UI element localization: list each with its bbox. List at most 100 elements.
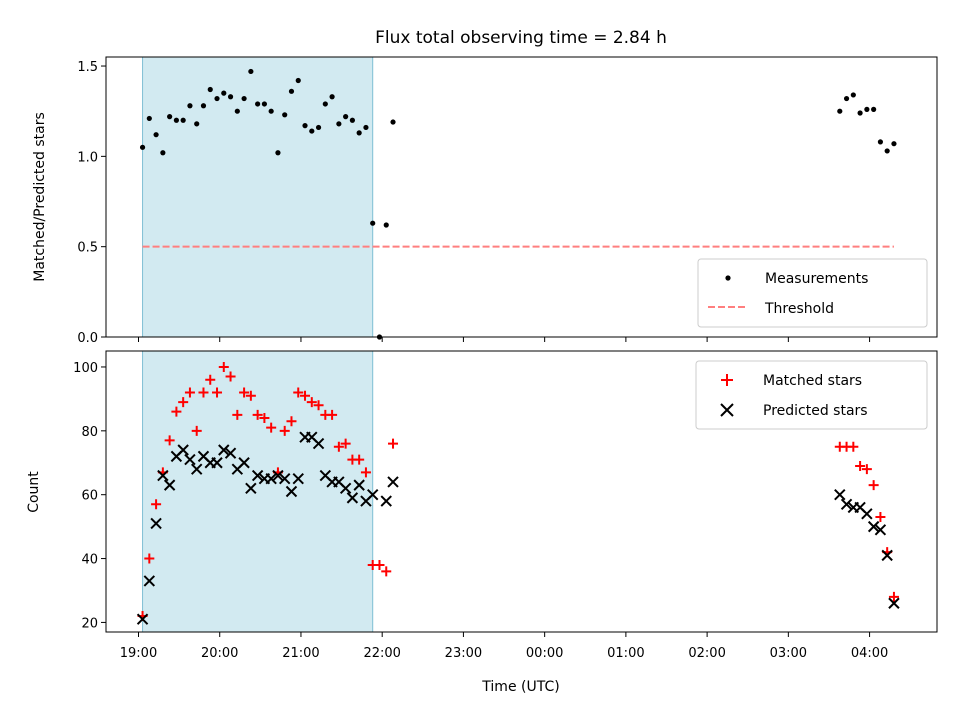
predicted-star-point [888, 597, 900, 609]
predicted-star-point [136, 613, 149, 625]
x-tick-label: 04:00 [851, 646, 888, 661]
predicted-star-point [177, 444, 189, 456]
measurement-point [864, 106, 870, 112]
measurement-point [167, 114, 173, 120]
measurement-point [160, 150, 166, 156]
measurement-point [207, 86, 213, 93]
matched-star-point [239, 387, 250, 398]
top-chart-title: Flux total observing time = 2.84 h [375, 28, 667, 48]
y-tick-label: 80 [81, 425, 98, 440]
bottom-y-ticks: 20 40 60 80 100 [73, 361, 106, 631]
measurement-point [329, 94, 335, 100]
x-axis-label: Time (UTC) [481, 679, 559, 695]
matched-star-point [184, 387, 195, 398]
measurement-point [173, 117, 180, 123]
matched-star-point [144, 553, 155, 564]
measurement-point [180, 117, 186, 123]
top-plot-frame [105, 56, 938, 338]
measurement-point [194, 121, 200, 127]
measurement-point [336, 121, 342, 127]
predicted-star-point [143, 575, 156, 587]
measurement-point [295, 77, 301, 84]
predicted-star-point [251, 469, 264, 482]
measurement-point [370, 220, 376, 226]
top-shaded-span [142, 56, 374, 338]
predicted-star-point [157, 469, 169, 482]
measurement-point [268, 108, 274, 114]
predicted-star-point [245, 482, 257, 495]
legend-predicted-label: Predicted stars [763, 403, 868, 419]
bottom-shaded-span [142, 350, 374, 633]
matched-star-point [279, 425, 290, 436]
matched-star-point [178, 397, 189, 408]
measurement-point [884, 148, 890, 154]
matched-star-point [293, 387, 304, 398]
y-tick-label: 1.5 [77, 60, 98, 75]
matched-star-point [354, 454, 365, 465]
y-tick-label: 60 [81, 489, 98, 504]
predicted-star-point [224, 447, 237, 459]
matched-star-point [340, 438, 351, 449]
matched-star-point [225, 371, 236, 382]
y-tick-label: 0.0 [77, 331, 98, 346]
matched-star-point [252, 409, 263, 420]
predicted-star-point [840, 498, 853, 510]
measurement-point [315, 124, 322, 131]
bottom-x-ticks: 19:00 20:00 21:00 22:00 23:00 00:00 01:00 02:00… [120, 632, 888, 661]
y-tick-label: 100 [73, 361, 98, 376]
matched-star-point [333, 441, 344, 452]
matched-star-point [327, 409, 338, 420]
measurement-point [356, 130, 362, 136]
measurement-point [275, 150, 281, 156]
predicted-star-point [211, 457, 223, 469]
measurement-point [302, 123, 308, 129]
predicted-star-point [279, 473, 291, 485]
matched-star-point [360, 467, 371, 478]
predicted-star-point [163, 479, 176, 491]
measurement-point [255, 101, 261, 107]
matched-star-point [388, 438, 399, 449]
measurement-point [234, 108, 240, 114]
matched-star-point [212, 387, 223, 398]
matched-star-point [381, 566, 392, 577]
measurement-point [248, 68, 254, 75]
measurement-point [200, 103, 207, 109]
x-tick-label: 22:00 [363, 646, 400, 661]
legend-threshold-label: Threshold [764, 301, 834, 317]
measurement-point [891, 141, 897, 147]
matched-star-point [218, 361, 229, 372]
matched-star-point [151, 499, 162, 510]
shaded-observing-window [142, 350, 374, 633]
predicted-star-point [265, 473, 277, 485]
measurement-point [221, 90, 227, 96]
matched-star-point [306, 397, 317, 408]
predicted-star-point [238, 457, 250, 469]
predicted-star-point [874, 524, 887, 536]
matched-star-point [300, 390, 311, 401]
y-tick-label: 1.0 [77, 150, 98, 165]
legend-predicted-marker [720, 403, 734, 417]
bottom-y-axis-label: Count [26, 471, 42, 513]
matched-star-point [888, 591, 899, 602]
measurement-point [214, 95, 220, 102]
predicted-star-point [292, 473, 304, 485]
predicted-star-point [834, 488, 846, 501]
top-legend-box [697, 258, 928, 328]
measurement-point [241, 95, 247, 102]
predicted-star-point [184, 453, 196, 466]
x-tick-label: 20:00 [201, 646, 238, 661]
bottom-matched-series [137, 361, 899, 622]
measurement-point [363, 124, 369, 131]
measurement-point [850, 92, 856, 98]
measurement-point [383, 222, 389, 228]
measurement-point [187, 103, 193, 109]
predicted-star-point [150, 517, 162, 530]
top-panel: 0.0 0.5 1.0 1.5 Matched/Predicted stars Mea… [32, 56, 938, 346]
matched-star-point [198, 387, 209, 398]
measurement-point [227, 94, 234, 100]
x-tick-label: 00:00 [526, 646, 563, 661]
predicted-star-point [272, 469, 284, 482]
matched-star-point [171, 406, 182, 417]
predicted-star-point [285, 485, 298, 498]
